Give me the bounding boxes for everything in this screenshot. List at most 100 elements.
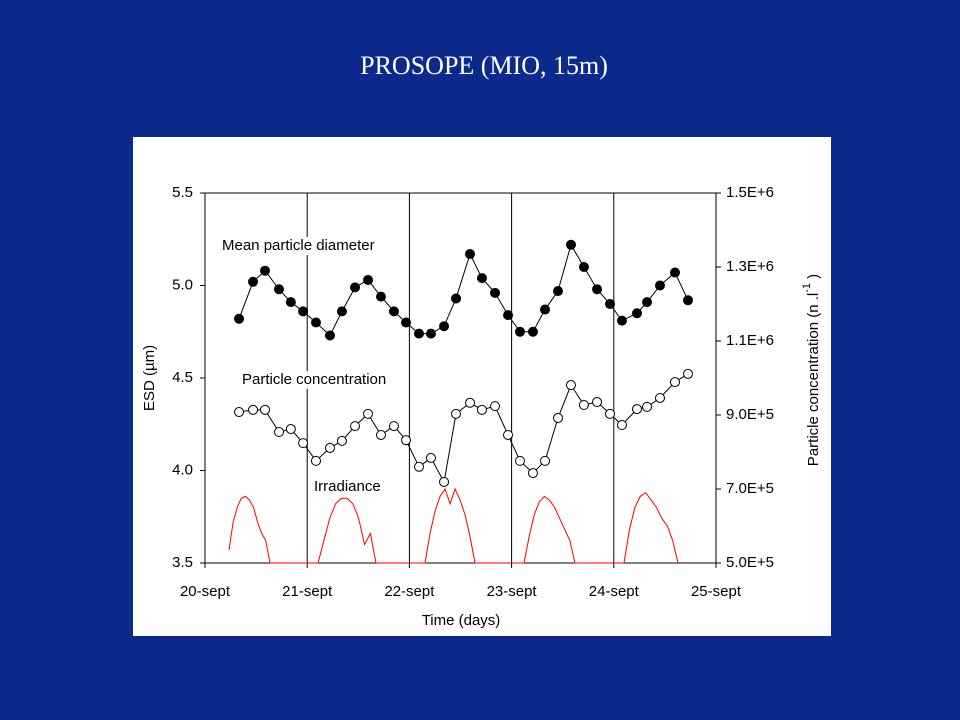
plot-frame xyxy=(204,192,717,564)
data-point xyxy=(259,404,270,415)
data-point xyxy=(425,328,436,339)
data-point xyxy=(425,452,436,463)
data-point xyxy=(476,404,487,415)
data-point xyxy=(285,424,296,435)
data-point xyxy=(451,293,462,304)
data-point xyxy=(414,461,425,472)
y-tick-label: 5.5 xyxy=(172,184,193,201)
x-tick-label: 25-sept xyxy=(691,583,742,600)
data-point xyxy=(401,317,412,328)
data-point xyxy=(605,408,616,419)
data-point xyxy=(540,455,551,466)
data-point xyxy=(503,310,514,321)
y2-axis-label-exponent: -1 xyxy=(801,283,813,293)
series-label-background xyxy=(220,237,377,255)
data-point xyxy=(363,408,374,419)
data-point xyxy=(514,326,525,337)
series-label: Mean particle diameter xyxy=(222,237,375,254)
data-point xyxy=(336,306,347,317)
data-point xyxy=(654,392,665,403)
y2-tick-label: 9.0E+5 xyxy=(726,406,774,423)
y-tick-label: 4.0 xyxy=(172,461,193,478)
data-point xyxy=(514,455,525,466)
y2-axis-label: Particle concentration (n .l-1 ) xyxy=(801,274,822,466)
data-point xyxy=(670,377,681,388)
series-label: Irradiance xyxy=(314,478,381,495)
data-point xyxy=(490,401,501,412)
data-point xyxy=(350,421,361,432)
data-point xyxy=(565,239,576,250)
data-point xyxy=(642,297,653,308)
data-point xyxy=(414,328,425,339)
series-label-background xyxy=(312,478,383,496)
data-point xyxy=(631,308,642,319)
data-point xyxy=(552,412,563,423)
x-tick-label: 23-sept xyxy=(487,583,538,600)
x-tick-label: 24-sept xyxy=(589,583,640,600)
data-point xyxy=(259,265,270,276)
data-point xyxy=(616,315,627,326)
data-point xyxy=(298,306,309,317)
data-point xyxy=(527,326,538,337)
y-tick-label: 3.5 xyxy=(172,554,193,571)
data-point xyxy=(654,280,665,291)
data-point xyxy=(324,330,335,341)
data-point xyxy=(527,468,538,479)
y2-tick-label: 1.3E+6 xyxy=(726,258,774,275)
data-point xyxy=(285,297,296,308)
y-tick-label: 4.5 xyxy=(172,369,193,386)
x-axis-label: Time (days) xyxy=(422,612,501,629)
y2-tick-label: 1.5E+6 xyxy=(726,184,774,201)
data-point xyxy=(552,286,563,297)
y2-axis-label-close: ) xyxy=(805,274,822,283)
data-point xyxy=(451,408,462,419)
chart-title: PROSOPE (MIO, 15m) xyxy=(360,51,608,80)
y2-tick-label: 7.0E+5 xyxy=(726,480,774,497)
data-point xyxy=(234,313,245,324)
data-point xyxy=(565,380,576,391)
data-point xyxy=(578,262,589,272)
y-tick-label: 5.0 xyxy=(172,276,193,293)
data-point xyxy=(363,274,374,285)
data-point xyxy=(631,404,642,415)
data-point xyxy=(388,306,399,317)
data-point xyxy=(682,368,693,379)
data-point xyxy=(248,404,259,415)
x-tick-label: 20-sept xyxy=(180,583,231,600)
series-label: Particle concentration xyxy=(242,371,386,388)
data-point xyxy=(540,304,551,315)
data-point xyxy=(592,397,603,408)
data-point xyxy=(439,476,450,487)
data-point xyxy=(310,317,321,328)
x-tick-label: 21-sept xyxy=(282,583,333,600)
data-point xyxy=(682,295,693,306)
data-point xyxy=(324,442,335,453)
data-point xyxy=(273,284,284,295)
data-point xyxy=(336,435,347,446)
data-point xyxy=(465,249,476,260)
data-point xyxy=(592,284,603,295)
data-point xyxy=(350,282,361,293)
data-point xyxy=(465,397,476,408)
data-point xyxy=(490,287,501,298)
data-point xyxy=(310,455,321,466)
data-point xyxy=(605,299,616,309)
y2-tick-label: 5.0E+5 xyxy=(726,554,774,571)
data-point xyxy=(298,438,309,449)
series-line xyxy=(228,487,679,564)
data-point xyxy=(578,400,589,411)
y2-tick-label: 1.1E+6 xyxy=(726,332,774,349)
data-point xyxy=(375,429,386,440)
data-point xyxy=(401,435,412,446)
y-axis-label: ESD (µm) xyxy=(141,345,158,411)
series-label-background xyxy=(240,371,389,389)
data-point xyxy=(375,291,386,302)
data-point xyxy=(476,273,487,284)
data-point xyxy=(616,419,627,430)
data-point xyxy=(234,407,245,418)
data-point xyxy=(670,267,681,278)
data-point xyxy=(388,421,399,432)
x-tick-label: 22-sept xyxy=(384,583,435,600)
y2-axis-label-text: Particle concentration (n .l xyxy=(805,293,822,466)
